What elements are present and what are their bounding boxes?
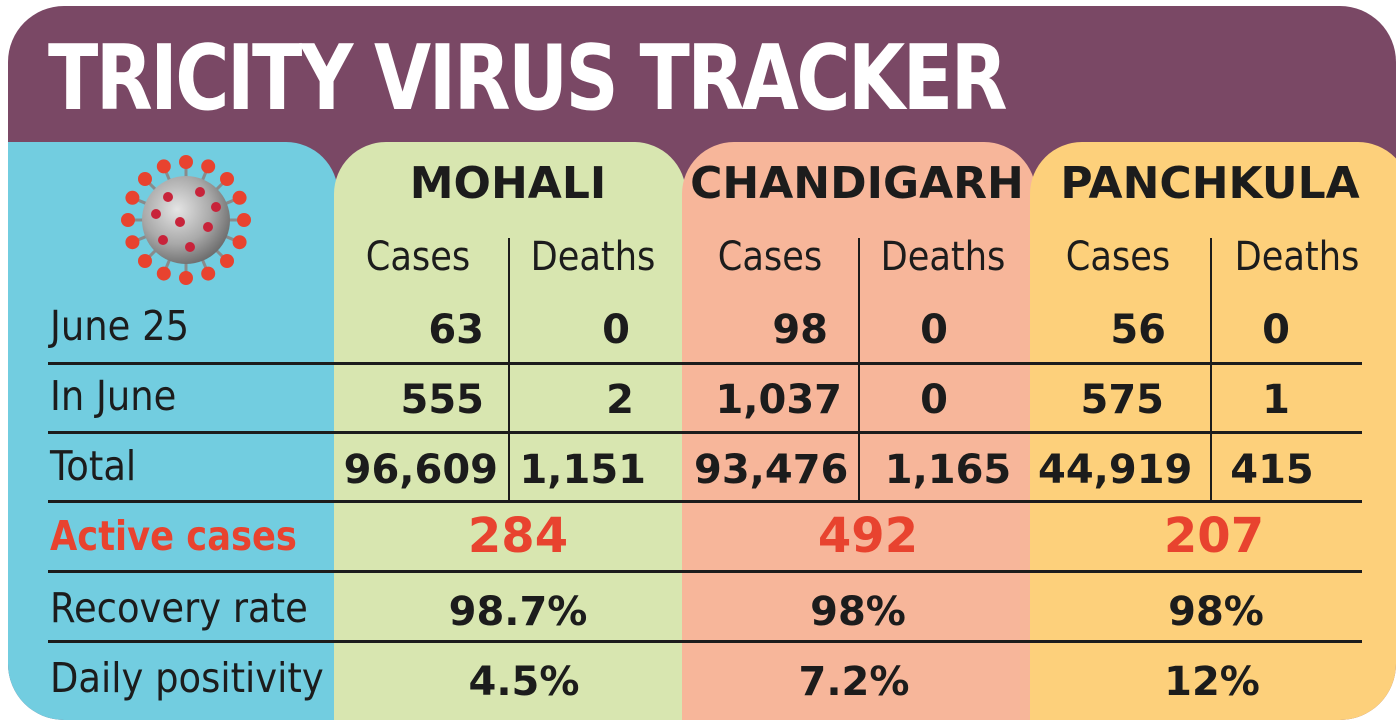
mohali-daily-positivity: 4.5% [468, 659, 580, 705]
row-divider [48, 362, 1362, 365]
header-deaths: Deaths [530, 234, 656, 280]
row-label-in-june: In June [50, 372, 177, 420]
chandigarh-june25-cases: 98 [772, 307, 828, 353]
panchkula-total-cases: 44,919 [1038, 447, 1193, 493]
row-label-active-cases: Active cases [50, 512, 297, 560]
panchkula-daily-positivity: 12% [1164, 659, 1260, 705]
chandigarh-in-june-deaths: 0 [920, 377, 948, 423]
mohali-recovery-rate: 98.7% [448, 589, 588, 635]
panchkula-recovery-rate: 98% [1168, 589, 1264, 635]
header-deaths: Deaths [880, 234, 1006, 280]
city-name-panchkula: PANCHKULA [1060, 158, 1360, 209]
column-divider [508, 238, 510, 502]
column-divider [1210, 238, 1212, 502]
tracker-card: TRICITY VIRUS TRACKER MOHALI CHANDIGARH … [8, 6, 1396, 720]
chandigarh-recovery-rate: 98% [810, 589, 906, 635]
chandigarh-total-deaths: 1,165 [884, 447, 1012, 493]
header-deaths: Deaths [1234, 234, 1360, 280]
mohali-active-cases: 284 [467, 508, 569, 564]
header-cases: Cases [717, 234, 823, 280]
mohali-total-cases: 96,609 [343, 447, 498, 493]
header-cases: Cases [1065, 234, 1171, 280]
chandigarh-in-june-cases: 1,037 [715, 377, 842, 423]
mohali-june25-deaths: 0 [602, 307, 630, 353]
row-divider [48, 570, 1362, 573]
row-label-total: Total [50, 442, 137, 490]
mohali-june25-cases: 63 [428, 307, 484, 353]
panchkula-in-june-cases: 575 [1080, 377, 1165, 423]
mohali-in-june-cases: 555 [400, 377, 485, 423]
panchkula-in-june-deaths: 1 [1262, 377, 1290, 423]
chandigarh-active-cases: 492 [817, 508, 919, 564]
column-divider [858, 238, 860, 502]
city-name-chandigarh: CHANDIGARH [690, 158, 1024, 209]
panchkula-june25-cases: 56 [1110, 307, 1166, 353]
city-name-mohali: MOHALI [409, 158, 607, 209]
header-cases: Cases [365, 234, 471, 280]
panchkula-total-deaths: 415 [1230, 447, 1314, 493]
mohali-in-june-deaths: 2 [606, 377, 634, 423]
panchkula-active-cases: 207 [1163, 508, 1265, 564]
mohali-total-deaths: 1,151 [519, 447, 646, 493]
chandigarh-daily-positivity: 7.2% [798, 659, 910, 705]
chandigarh-total-cases: 93,476 [694, 447, 849, 493]
row-label-daily-positivity: Daily positivity [50, 654, 324, 702]
row-label-june25: June 25 [50, 302, 190, 350]
row-divider [48, 500, 1362, 503]
row-label-recovery-rate: Recovery rate [50, 584, 308, 632]
row-divider [48, 640, 1362, 643]
row-divider [48, 431, 1362, 434]
chandigarh-june25-deaths: 0 [920, 307, 948, 353]
coronavirus-icon [121, 155, 251, 285]
panchkula-june25-deaths: 0 [1262, 307, 1290, 353]
page-title: TRICITY VIRUS TRACKER [48, 26, 1008, 131]
